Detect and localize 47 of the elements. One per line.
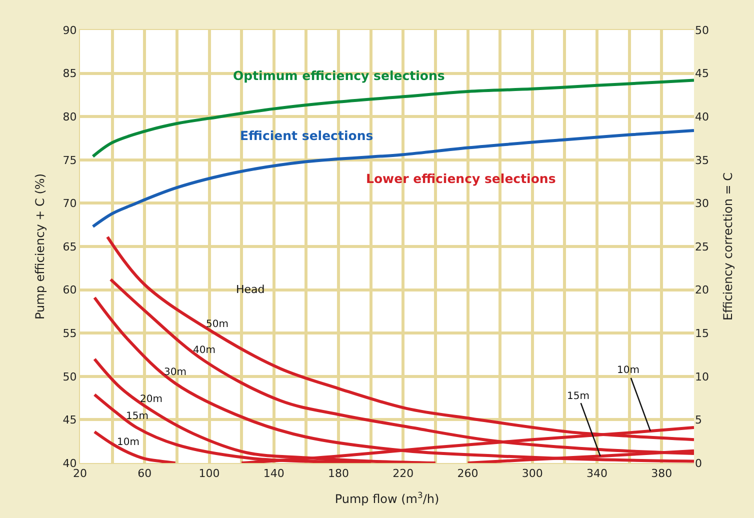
x-tick-label: 340	[586, 467, 608, 480]
series-label: 40m	[193, 345, 216, 356]
annotation: Lower efficiency selections	[366, 171, 556, 186]
y2-tick-label: 40	[695, 110, 709, 124]
x-tick-label: 180	[328, 467, 350, 480]
annotation: 15m	[567, 391, 590, 402]
y2-tick-label: 50	[695, 24, 709, 37]
y2-tick-label: 0	[695, 456, 702, 470]
y-tick-label: 70	[62, 197, 77, 210]
y-tick-label: 45	[62, 414, 77, 427]
x-tick-label: 300	[522, 467, 543, 480]
x-tick-label: 140	[263, 467, 284, 480]
y2-tick-label: 25	[695, 240, 709, 254]
annotation: 10m	[617, 365, 640, 376]
y2-tick-label: 45	[695, 67, 709, 80]
y-tick-label: 80	[62, 110, 77, 124]
y2-tick-label: 15	[695, 326, 709, 340]
series-label: 30m	[164, 367, 186, 378]
series-label: 15m	[126, 411, 148, 422]
y-tick-label: 60	[62, 284, 77, 297]
series-label: Optimum efficiency selections	[233, 68, 445, 83]
series-label: Efficient selections	[240, 128, 374, 143]
y-tick-label: 40	[62, 456, 77, 470]
series-label: 10m	[117, 437, 140, 448]
y-tick-label: 55	[62, 326, 77, 340]
y-tick-label: 85	[62, 67, 77, 80]
y-tick-label: 90	[62, 24, 77, 37]
y2-tick-label: 35	[695, 154, 709, 167]
y2-axis-title: Efficiency correction = C	[720, 172, 735, 320]
series-label: 20m	[140, 394, 162, 405]
y2-tick-label: 10	[695, 370, 709, 384]
x-tick-label: 60	[138, 467, 152, 480]
x-tick-label: 260	[457, 467, 478, 480]
series-label: 50m	[206, 319, 228, 330]
y2-tick-label: 20	[695, 284, 709, 297]
x-tick-label: 380	[651, 467, 672, 480]
x-axis-title: Pump flow (m$^{3}$/h)	[334, 490, 440, 506]
annotation: Head	[236, 283, 265, 296]
y-tick-label: 75	[62, 154, 77, 167]
y-axis-title: Pump efficiency + C (%)	[33, 174, 48, 320]
y2-tick-label: 30	[695, 197, 709, 210]
x-tick-label: 220	[392, 467, 414, 480]
x-tick-label: 20	[73, 467, 87, 480]
x-tick-label: 100	[198, 467, 220, 480]
y-tick-label: 65	[62, 240, 77, 254]
y2-tick-label: 5	[695, 414, 702, 427]
y-tick-label: 50	[62, 370, 77, 384]
